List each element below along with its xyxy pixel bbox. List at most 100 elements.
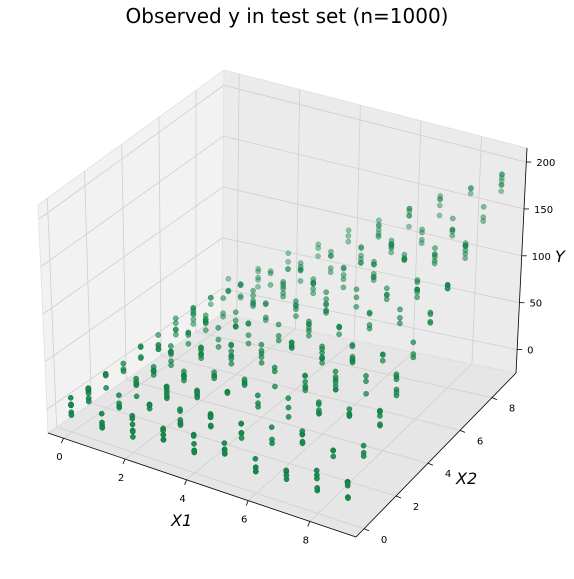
data-point bbox=[191, 440, 197, 447]
data-point bbox=[336, 331, 342, 338]
grid-x-back bbox=[236, 73, 240, 317]
data-point bbox=[375, 234, 382, 240]
data-point bbox=[393, 376, 400, 383]
grid-y-left bbox=[84, 171, 92, 404]
grid-z-back bbox=[223, 84, 527, 163]
data-point bbox=[237, 294, 244, 301]
x-axis-label: X1 bbox=[170, 511, 192, 530]
data-point bbox=[346, 406, 353, 412]
data-point bbox=[363, 390, 369, 397]
data-point bbox=[137, 344, 144, 351]
x-tick-mark bbox=[61, 438, 64, 444]
data-point bbox=[99, 424, 106, 431]
data-point bbox=[315, 241, 322, 248]
data-point bbox=[436, 202, 443, 209]
data-point bbox=[437, 196, 443, 203]
data-point bbox=[285, 266, 291, 272]
data-point bbox=[172, 315, 179, 322]
data-point bbox=[393, 389, 400, 396]
y-axis-line bbox=[355, 372, 517, 538]
data-point bbox=[283, 472, 290, 479]
x-tick-label: 4 bbox=[179, 494, 185, 505]
data-point bbox=[401, 255, 408, 261]
data-point bbox=[406, 205, 413, 212]
data-point bbox=[160, 437, 167, 443]
data-point bbox=[280, 281, 287, 287]
data-point bbox=[449, 215, 456, 222]
data-point bbox=[181, 368, 187, 375]
data-point bbox=[275, 333, 282, 339]
x-tick-mark bbox=[184, 479, 187, 485]
data-point bbox=[349, 359, 356, 366]
data-point bbox=[228, 360, 235, 367]
data-point bbox=[340, 264, 347, 271]
data-point bbox=[360, 442, 367, 449]
grid-y-floor bbox=[195, 331, 493, 398]
data-point bbox=[285, 258, 291, 265]
data-point bbox=[427, 318, 434, 325]
data-point bbox=[224, 390, 231, 396]
z-tick-label: 0 bbox=[527, 346, 533, 357]
data-point bbox=[375, 226, 382, 233]
data-point bbox=[252, 468, 259, 475]
data-point bbox=[330, 447, 336, 454]
data-point bbox=[255, 403, 261, 410]
data-point bbox=[363, 378, 369, 385]
data-point bbox=[340, 272, 347, 278]
grid-lines bbox=[38, 73, 527, 530]
data-point bbox=[237, 282, 244, 288]
z-axis-line bbox=[515, 147, 528, 374]
data-point bbox=[310, 276, 317, 282]
data-point bbox=[232, 317, 239, 324]
data-point bbox=[406, 208, 413, 215]
data-point bbox=[207, 414, 214, 421]
data-point bbox=[375, 230, 382, 236]
data-point bbox=[293, 298, 299, 305]
data-point bbox=[177, 406, 183, 413]
data-point bbox=[202, 316, 209, 322]
grid-x-floor bbox=[124, 328, 296, 460]
data-point bbox=[285, 266, 291, 272]
data-point bbox=[129, 428, 136, 435]
data-point bbox=[129, 415, 136, 422]
data-point bbox=[221, 440, 228, 446]
data-point bbox=[357, 260, 364, 266]
tick-labels: 0 2 4 6 8 0 2 4 6 8 0 50 100 150 200 bbox=[56, 158, 555, 546]
data-point bbox=[297, 263, 304, 270]
data-point bbox=[120, 368, 127, 375]
data-point bbox=[163, 383, 170, 390]
data-point bbox=[302, 372, 308, 379]
data-point bbox=[328, 253, 334, 259]
data-point bbox=[221, 449, 228, 456]
grid-z-back bbox=[222, 237, 520, 304]
data-point bbox=[366, 322, 373, 328]
data-point bbox=[255, 268, 262, 275]
grid-y-left bbox=[46, 198, 58, 428]
x-tick-mark bbox=[122, 458, 126, 465]
data-point bbox=[468, 185, 474, 191]
data-point bbox=[255, 283, 261, 290]
data-point bbox=[198, 351, 204, 358]
data-point bbox=[346, 411, 353, 418]
data-point bbox=[129, 421, 136, 428]
y-tick-mark bbox=[395, 495, 402, 499]
grid-x-back bbox=[471, 136, 482, 365]
z-tick-label: 100 bbox=[532, 252, 551, 263]
data-point bbox=[388, 249, 395, 256]
data-point bbox=[160, 431, 167, 438]
data-point bbox=[480, 214, 487, 220]
data-point bbox=[238, 435, 245, 441]
data-point bbox=[215, 336, 222, 343]
data-point bbox=[275, 321, 282, 328]
data-point bbox=[383, 292, 390, 299]
grid-y-floor bbox=[56, 426, 365, 530]
data-point bbox=[377, 421, 383, 428]
data-point bbox=[353, 303, 360, 310]
data-point bbox=[323, 307, 329, 314]
data-point bbox=[207, 301, 214, 308]
grid-y-left bbox=[121, 144, 127, 380]
data-point bbox=[146, 402, 153, 408]
data-point bbox=[332, 386, 339, 393]
data-point bbox=[68, 412, 75, 418]
data-point bbox=[283, 467, 290, 474]
